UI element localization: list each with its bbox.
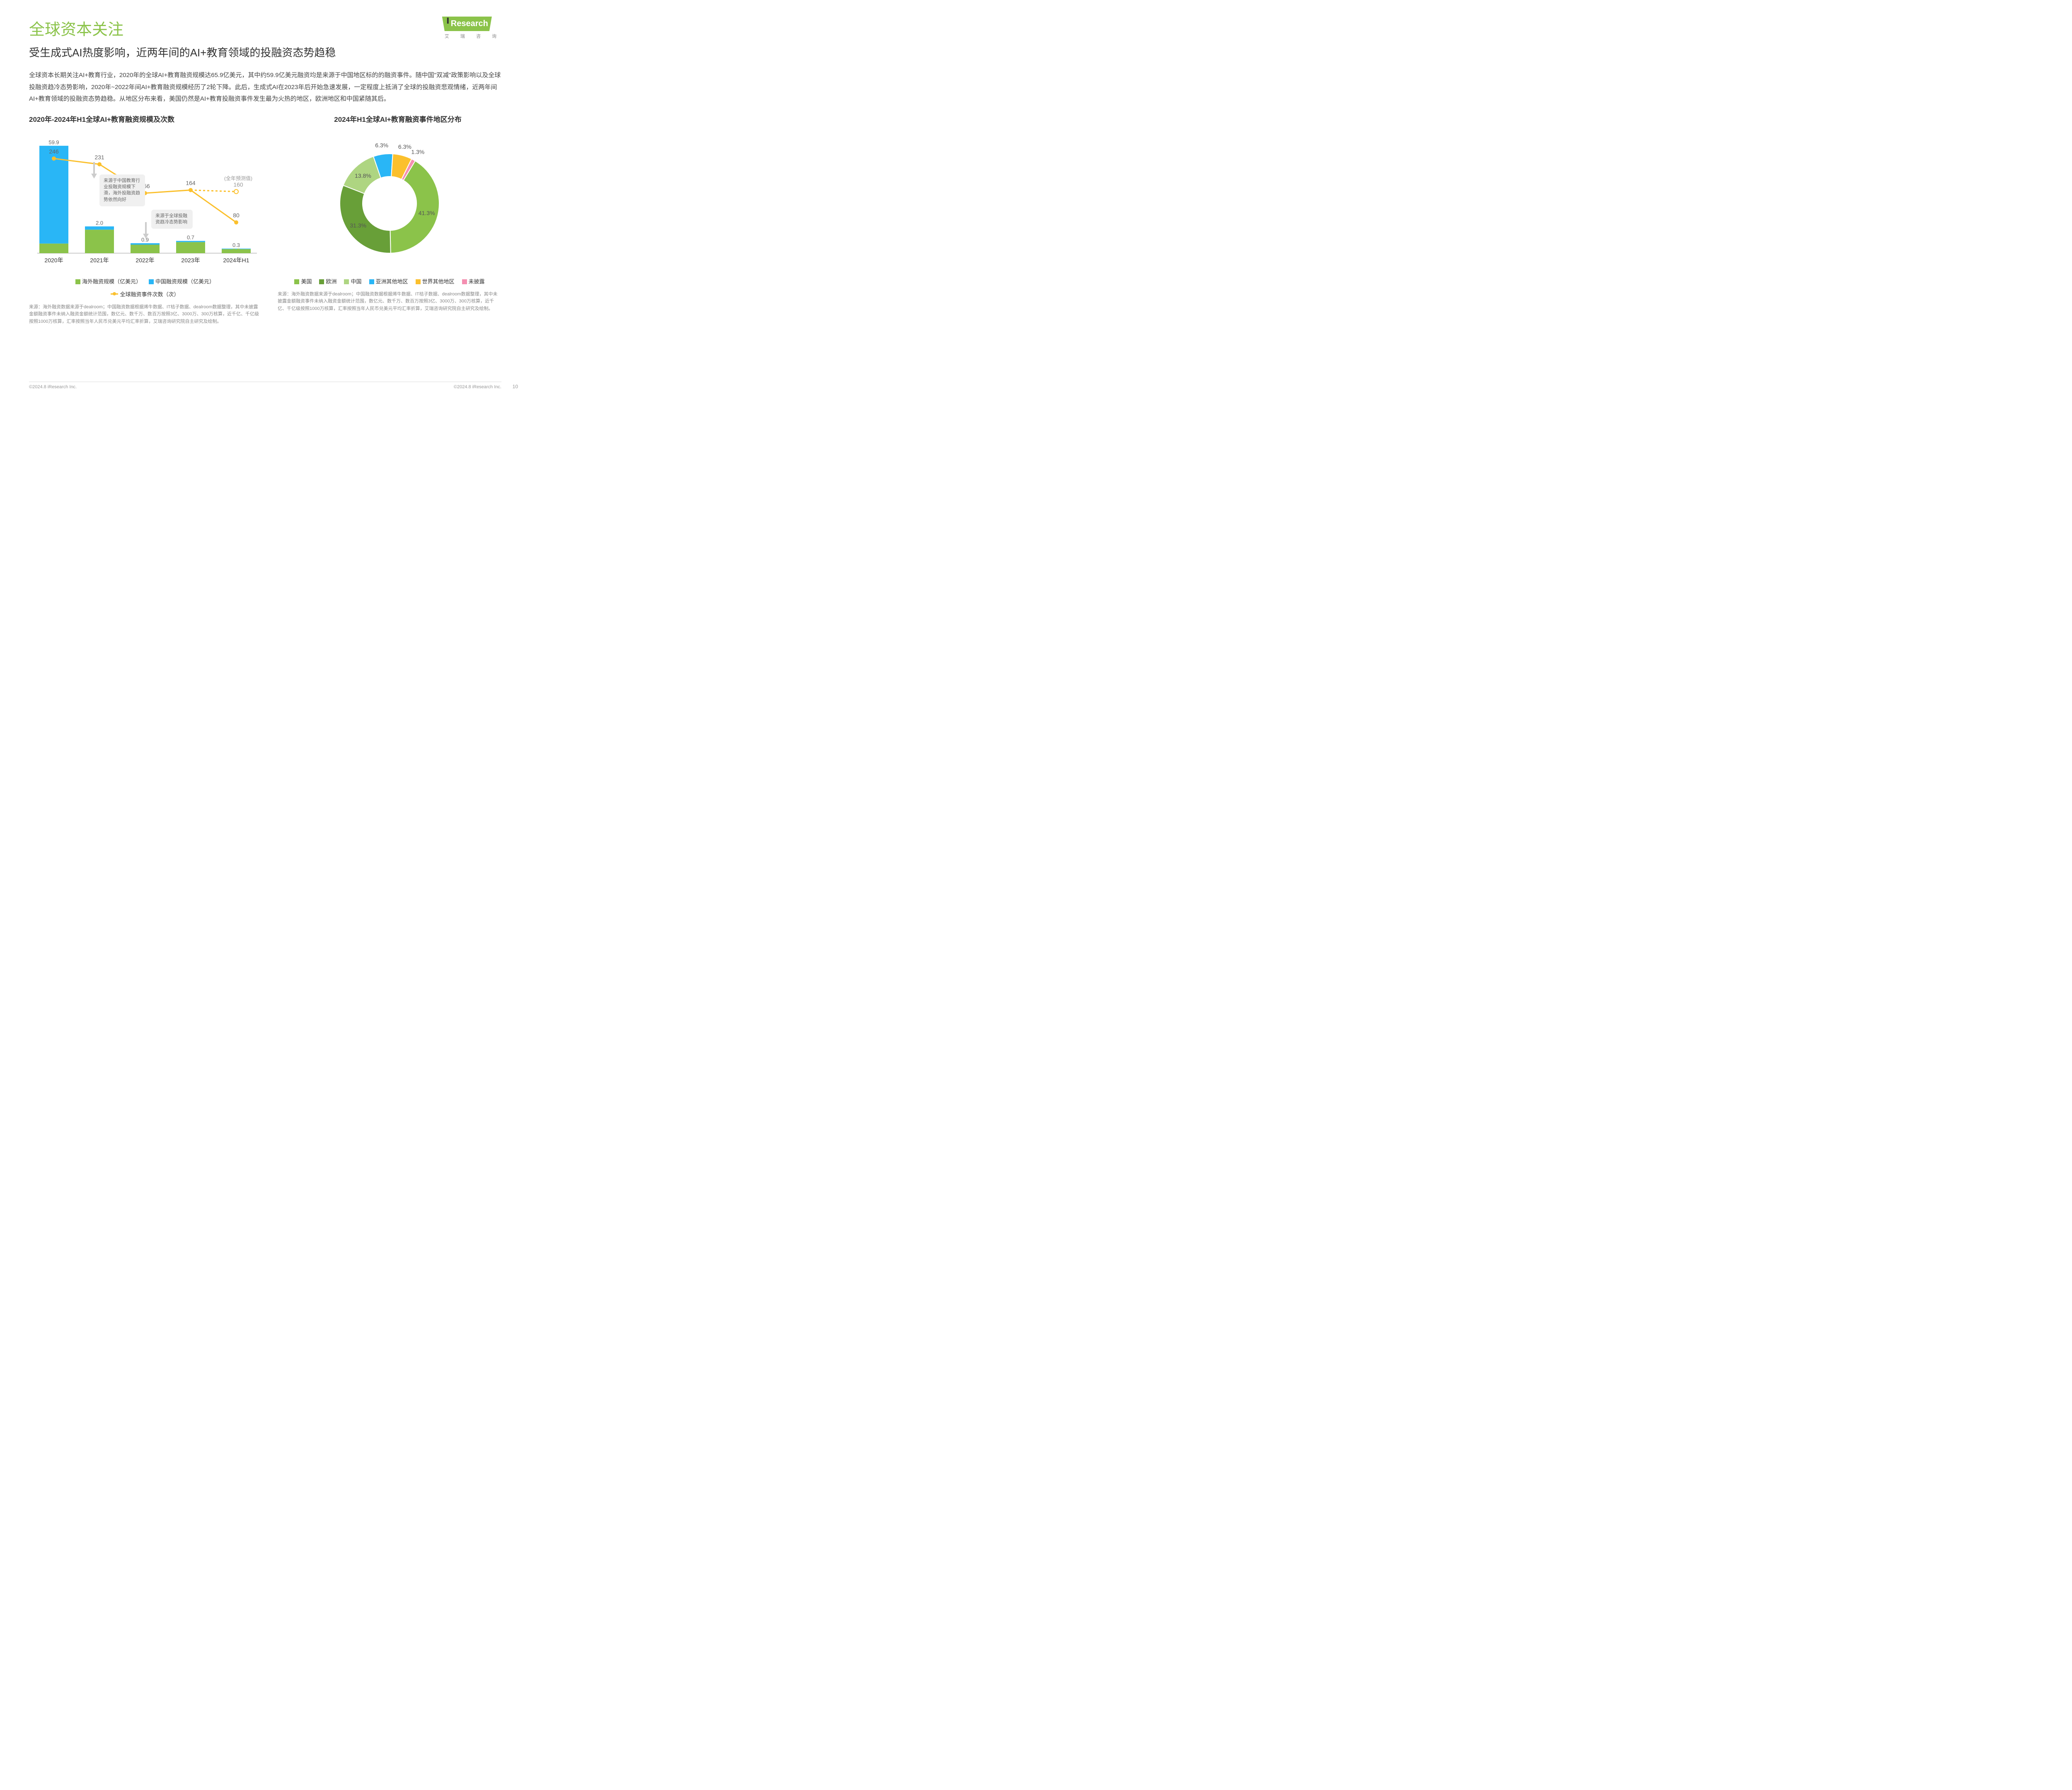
- svg-text:2020年: 2020年: [44, 257, 63, 264]
- svg-text:6.3%: 6.3%: [375, 142, 388, 148]
- svg-text:2022年: 2022年: [136, 257, 154, 264]
- svg-text:5.9: 5.9: [50, 247, 58, 254]
- source-note-right: 来源：海外融资数据来源于dealroom；中国融资数据根据烯牛数据、IT桔子数据…: [278, 291, 501, 313]
- page-subtitle: 受生成式AI热度影响，近两年间的AI+教育领域的投融资态势趋稳: [29, 44, 501, 60]
- donut-chart-title: 2024年H1全球AI+教育融资事件地区分布: [294, 114, 501, 124]
- bar-line-chart: 5.959.92020年14.42.02021年5.20.92022年6.80.…: [29, 129, 261, 274]
- svg-text:14.4: 14.4: [94, 247, 104, 254]
- arrow-down-icon: [91, 162, 97, 232]
- page-number: 10: [513, 384, 518, 389]
- footer: ©2024.8 iResearch Inc. ©2024.8 iResearch…: [29, 382, 501, 389]
- donut-chart-column: 2024年H1全球AI+教育融资事件地区分布 41.3% 31.3% 13.8% 6.…: [278, 114, 501, 326]
- svg-text:80: 80: [233, 212, 240, 218]
- bar-chart-title: 2020年-2024年H1全球AI+教育融资规模及次数: [29, 114, 261, 124]
- svg-text:5.2: 5.2: [141, 247, 149, 254]
- svg-text:2023年: 2023年: [181, 257, 200, 264]
- svg-text:31.3%: 31.3%: [350, 222, 366, 229]
- svg-text:2024年H1: 2024年H1: [223, 257, 249, 264]
- donut-chart-legend: 美国欧洲中国亚洲其他地区世界其他地区未披露: [278, 277, 501, 285]
- svg-text:231: 231: [94, 154, 104, 160]
- source-note-left: 来源：海外融资数据来源于dealroom；中国融资数据根据烯牛数据、IT桔子数据…: [29, 304, 261, 326]
- svg-text:2.5: 2.5: [232, 247, 240, 254]
- body-paragraph: 全球资本长期关注AI+教育行业，2020年的全球AI+教育融资规模达65.9亿美…: [29, 70, 501, 105]
- footer-left: ©2024.8 iResearch Inc.: [29, 385, 77, 389]
- svg-text:0.3: 0.3: [232, 242, 240, 248]
- svg-text:6.3%: 6.3%: [398, 143, 411, 150]
- bar-chart-legend: 海外融资规模（亿美元）中国融资规模（亿美元）全球融资事件次数（次）: [29, 277, 261, 298]
- svg-text:0.7: 0.7: [187, 234, 194, 240]
- svg-text:59.9: 59.9: [48, 139, 59, 145]
- logo: iResearch 艾 瑞 咨 询: [442, 17, 501, 39]
- arrow-down-icon: [143, 222, 149, 239]
- svg-text:2021年: 2021年: [90, 257, 109, 264]
- svg-text:164: 164: [186, 179, 196, 186]
- annotation-2: 来源于全球投融资趋冷态势影响: [151, 210, 193, 229]
- svg-text:(全年预测值): (全年预测值): [224, 175, 252, 181]
- svg-text:160: 160: [233, 181, 243, 188]
- svg-text:1.3%: 1.3%: [411, 148, 424, 155]
- footer-right: ©2024.8 iResearch Inc.: [454, 385, 501, 389]
- page-title: 全球资本关注: [29, 17, 501, 39]
- svg-text:6.8: 6.8: [187, 247, 194, 254]
- svg-text:13.8%: 13.8%: [355, 172, 371, 179]
- svg-text:246: 246: [49, 148, 59, 155]
- logo-subtitle: 艾 瑞 咨 询: [442, 33, 501, 39]
- donut-chart: 41.3%31.3%13.8%6.3%6.3%1.3%: [278, 129, 501, 274]
- annotation-1: 来源于中国教育行业投融资规模下滑，海外投融资趋势依然向好: [99, 174, 145, 207]
- logo-brand: Research: [451, 19, 488, 29]
- svg-text:41.3%: 41.3%: [419, 209, 435, 216]
- bar-chart-column: 2020年-2024年H1全球AI+教育融资规模及次数 5.9 59.9 2020年…: [29, 114, 261, 326]
